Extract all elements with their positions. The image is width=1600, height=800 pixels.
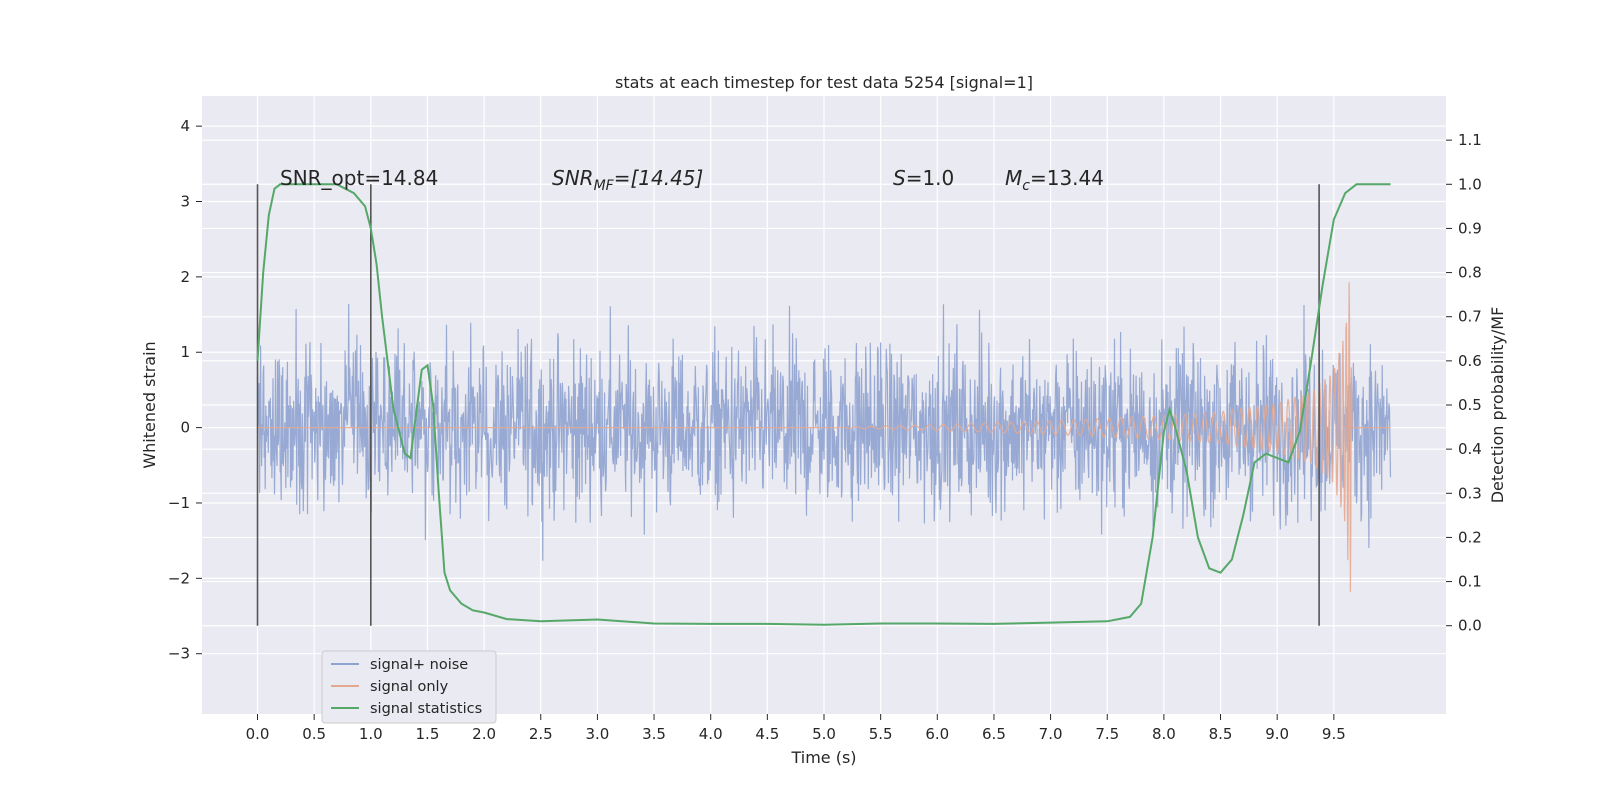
annotation-snr-mf-subscript: MF	[594, 178, 615, 194]
y2-tick-label: 0.1	[1458, 573, 1482, 591]
y2-tick-label: 1.1	[1458, 131, 1482, 149]
x-tick-label: 6.5	[982, 725, 1006, 743]
y2-tick-label: 0.6	[1458, 352, 1482, 370]
annotation-s-symbol: S	[893, 166, 906, 190]
x-tick-label: 9.5	[1322, 725, 1346, 743]
x-tick-label: 7.5	[1095, 725, 1119, 743]
vertical-markers	[256, 184, 1320, 626]
signal-series	[257, 282, 1391, 592]
x-tick-label: 3.0	[585, 725, 609, 743]
x-tick-label: 2.0	[472, 725, 496, 743]
signal-trace	[257, 282, 1391, 592]
statistics-line	[256, 183, 1391, 626]
x-tick-label: 2.5	[529, 725, 553, 743]
annotation-mc-symbol: M	[1005, 166, 1022, 190]
y-tick-label: 3	[180, 193, 190, 211]
x-tick-label: 3.5	[642, 725, 666, 743]
y2-tick-label: 0.4	[1458, 440, 1482, 458]
x-tick-label: 4.0	[699, 725, 723, 743]
legend-label-noise: signal+ noise	[370, 657, 468, 673]
annotation-s-value: =1.0	[906, 166, 955, 190]
x-tick-label: 8.5	[1209, 725, 1233, 743]
annotation-mc-value: =13.44	[1030, 166, 1104, 190]
y2-tick-label: 0.3	[1458, 484, 1482, 502]
x-axis-title: Time (s)	[790, 748, 856, 767]
x-tick-label: 9.0	[1265, 725, 1289, 743]
y2-tick-label: 0.7	[1458, 308, 1482, 326]
x-tick-label: 0.5	[302, 725, 326, 743]
x-tick-label: 4.5	[755, 725, 779, 743]
x-tick-label: 1.0	[359, 725, 383, 743]
x-tick-label: 8.0	[1152, 725, 1176, 743]
annotation-mc-subscript: c	[1022, 178, 1030, 194]
y2-tick-label: 0.8	[1458, 264, 1482, 282]
annotation-snr-mf-symbol: SNR	[552, 166, 594, 190]
y2-tick-label: 0.2	[1458, 528, 1482, 546]
y-axis-left: 4 3 2 1 0 −1 −2 −3	[168, 117, 202, 663]
annotation-snr-mf-value: =[14.45]	[614, 166, 704, 190]
x-axis: 0.0 0.5 1.0 1.5 2.0 2.5 3.0 3.5 4.0 4.5 5.0 5.5 6.0 6…	[246, 714, 1346, 743]
noise-series	[256, 303, 1392, 561]
x-tick-label: 7.0	[1039, 725, 1063, 743]
y2-tick-label: 0.0	[1458, 617, 1482, 635]
y-tick-label: 1	[180, 343, 190, 361]
x-tick-label: 6.0	[925, 725, 949, 743]
y2-axis-title: Detection probability/MF	[1488, 307, 1507, 504]
y2-tick-label: 1.0	[1458, 175, 1482, 193]
x-tick-label: 1.5	[416, 725, 440, 743]
annotation-snr-opt: SNR_opt=14.84	[280, 166, 438, 190]
y-tick-label: −2	[168, 569, 190, 587]
legend-label-stats: signal statistics	[370, 701, 482, 717]
y-axis-title: Whitened strain	[140, 341, 159, 468]
noise-trace	[256, 303, 1392, 561]
legend: signal+ noise signal only signal statist…	[321, 650, 497, 724]
legend-label-signal: signal only	[370, 679, 449, 695]
y2-tick-label: 0.9	[1458, 219, 1482, 237]
annotation-snr-mf: SNRMF=[14.45]	[552, 166, 703, 194]
y2-tick-label: 0.5	[1458, 396, 1482, 414]
legend-box	[321, 650, 497, 724]
chart-title: stats at each timestep for test data 525…	[615, 73, 1033, 92]
y-tick-label: −1	[168, 494, 190, 512]
annotation-mc: Mc=13.44	[1005, 166, 1104, 194]
annotation-s: S=1.0	[893, 166, 954, 190]
y-tick-label: −3	[168, 645, 190, 663]
y-tick-label: 4	[180, 117, 190, 135]
y-tick-label: 0	[180, 419, 190, 437]
stat-series	[256, 183, 1391, 626]
x-tick-label: 0.0	[246, 725, 270, 743]
y-axis-right: 1.1 1.0 0.9 0.8 0.7 0.6 0.5 0.4 0.3 0.2 0.1 0.0	[1446, 131, 1482, 635]
x-tick-label: 5.5	[869, 725, 893, 743]
x-tick-label: 5.0	[812, 725, 836, 743]
y-tick-label: 2	[180, 268, 190, 286]
